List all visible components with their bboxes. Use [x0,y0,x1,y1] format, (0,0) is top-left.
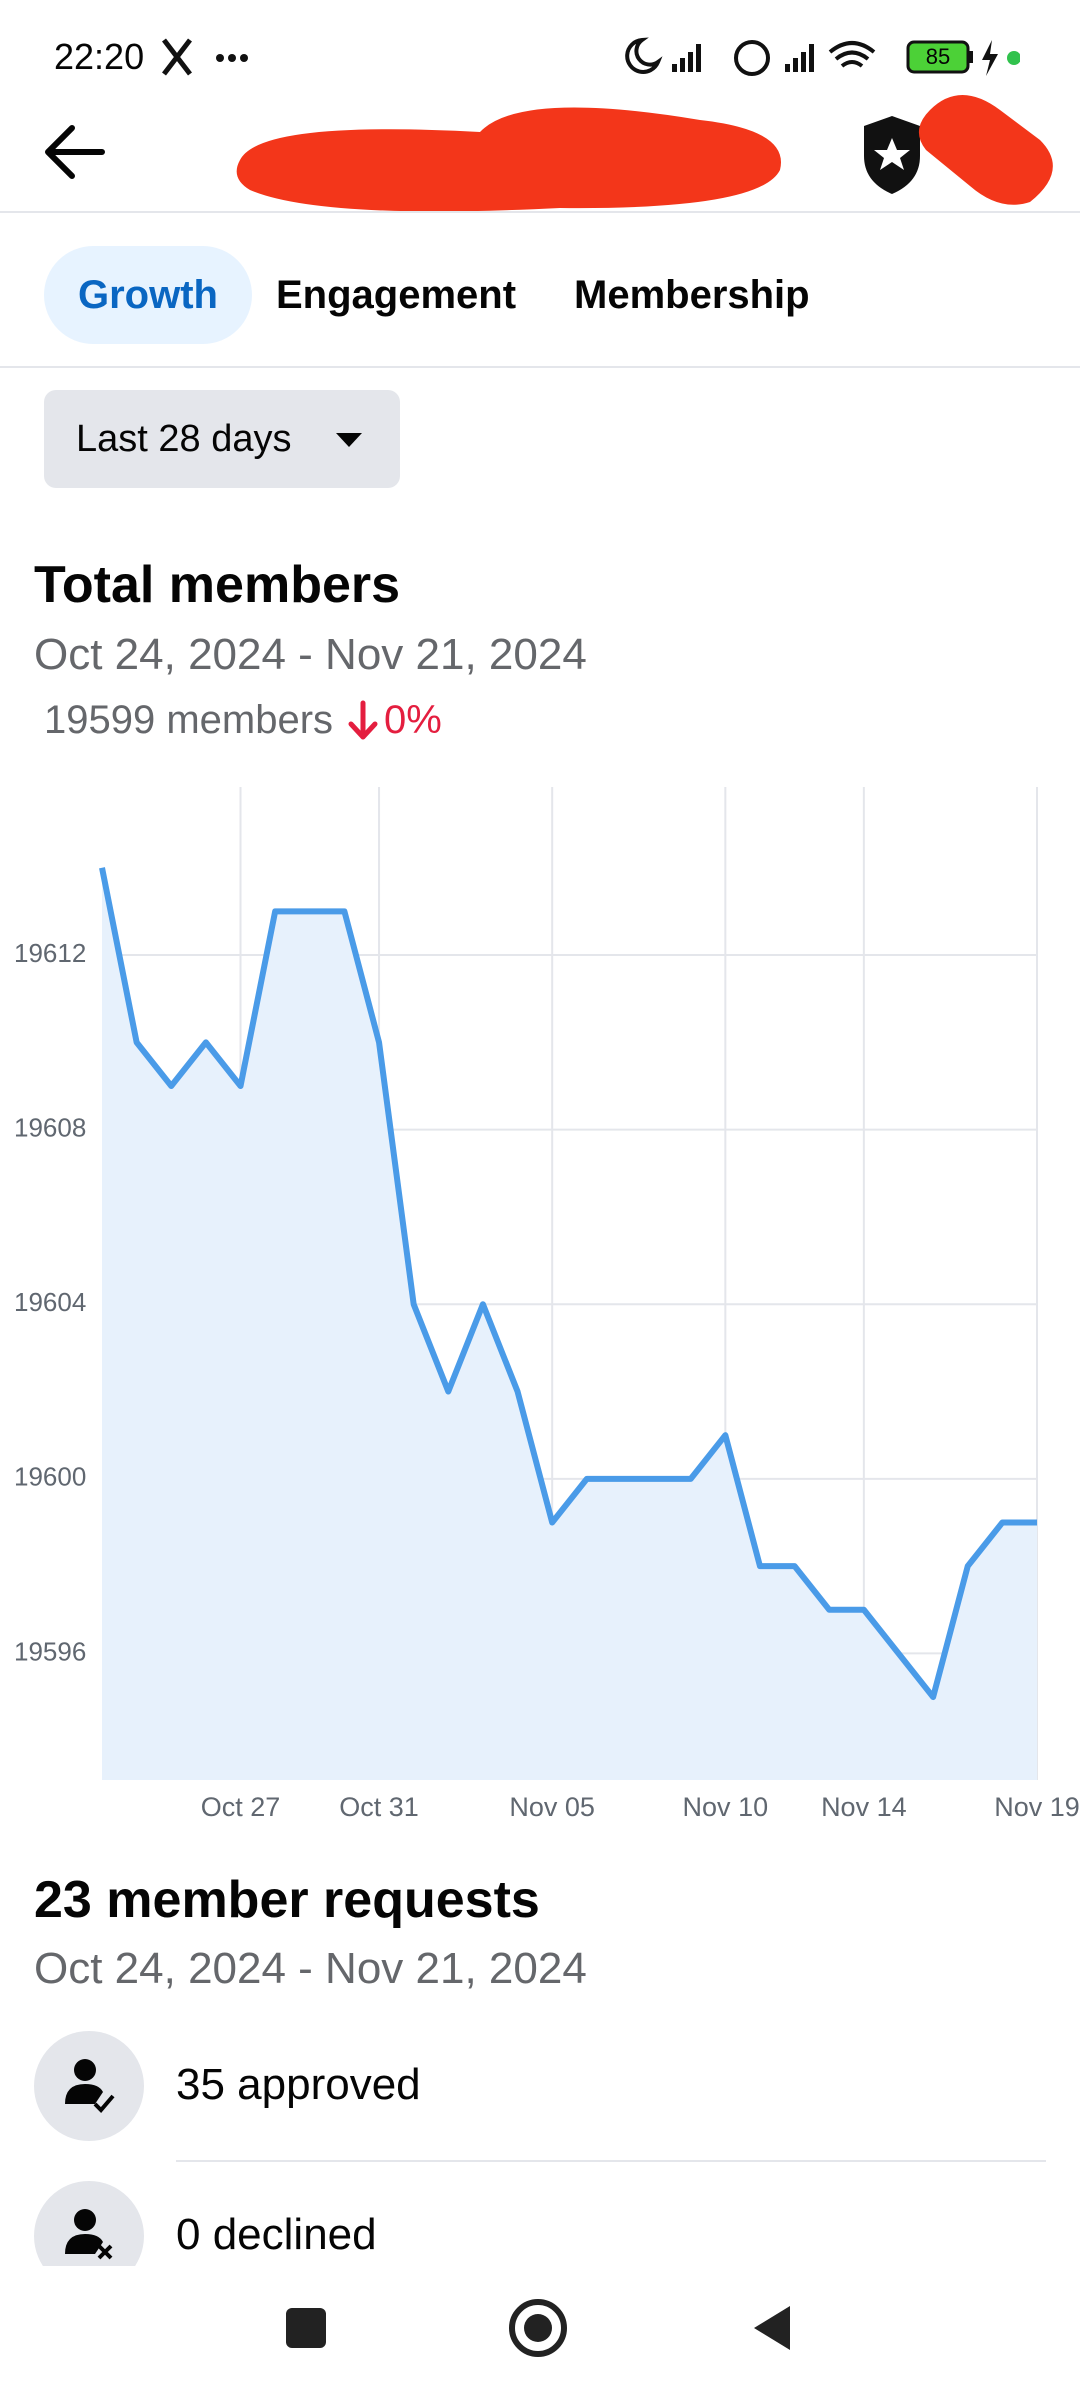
request-item[interactable]: 35 approved [176,2060,421,2109]
date-filter[interactable]: Last 28 days [44,390,400,488]
date-range: Oct 24, 2024 - Nov 21, 2024 [34,630,587,679]
status-icons-right [625,37,1020,76]
section-title: Total members [34,556,401,614]
line [99,867,1037,1701]
status-icons-left [162,38,248,76]
nav-bar [286,2299,790,2357]
area-fill [102,867,1037,1780]
row-divider [176,2160,1046,2162]
approved-icon [34,2031,144,2141]
chart: 19596 19600 19604 19608 19612 Oct 27 Oct 31 Nov… [14,787,1080,1822]
date-filter-label: Last 28 days [76,418,292,460]
request-item[interactable]: 0 declined [176,2210,377,2259]
tab[interactable]: Engagement [276,273,517,317]
header-divider [0,211,1080,213]
date-range: Oct 24, 2024 - Nov 21, 2024 [34,1944,587,1993]
x-tick-label: Nov 19 [994,1792,1080,1822]
x-tick-label: Nov 14 [821,1792,907,1822]
x-tick-label: Nov 05 [509,1792,595,1822]
tabs-divider [0,366,1080,368]
x-tick-label: Nov 10 [683,1792,769,1822]
header-bar [45,95,1053,212]
y-tick-label: 19608 [14,1113,86,1143]
down-arrow [348,700,378,740]
y-tick-label: 19600 [14,1462,86,1492]
tab[interactable]: Growth [44,246,252,344]
y-tick-label: 19596 [14,1636,86,1666]
declined-icon [34,2181,144,2266]
section-title: 23 member requests [34,1871,540,1929]
member-count: 19599 members [44,698,334,742]
change-percent: 0% [384,698,442,742]
x-tick-label: Oct 27 [201,1792,281,1822]
y-tick-label: 19604 [14,1287,86,1317]
dropdown-caret [336,433,362,447]
tab[interactable]: Membership [574,273,810,317]
x-tick-label: Oct 31 [339,1792,419,1822]
declined-row: 0 declined [0,2180,1080,2266]
status-time: 22:20 [54,36,145,77]
battery-level: 85 [925,44,951,69]
y-tick-label: 19612 [14,938,86,968]
